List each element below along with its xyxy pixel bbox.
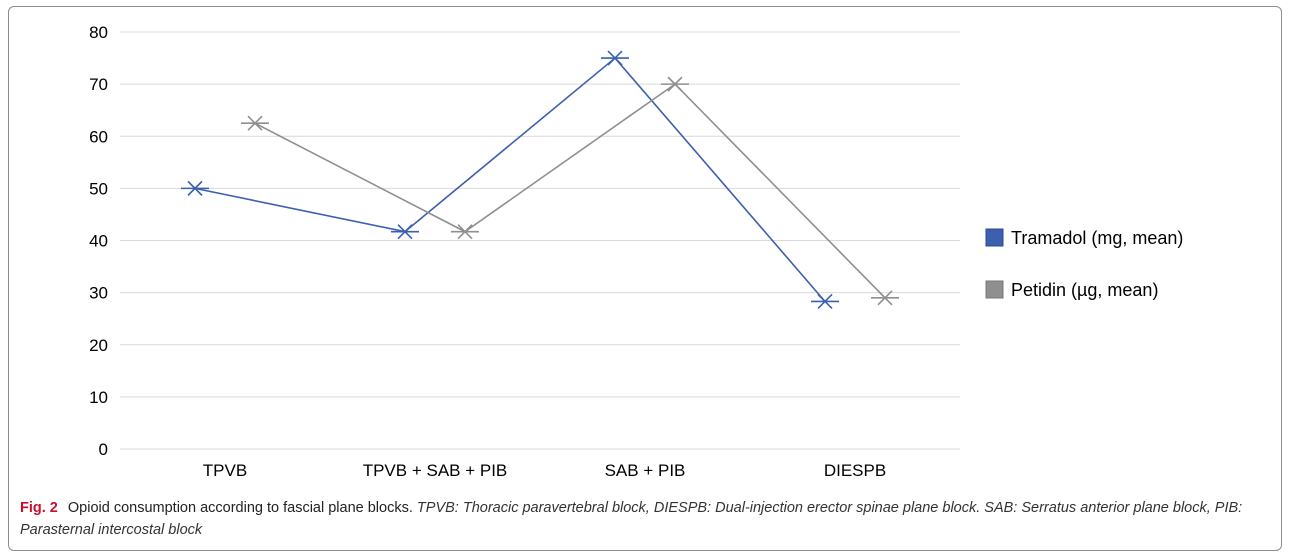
figure-caption: Fig. 2 Opioid consumption according to f… xyxy=(20,497,1270,541)
y-tick-label: 70 xyxy=(89,75,108,94)
data-point xyxy=(871,290,899,306)
x-axis-ticks: TPVB TPVB + SAB + PIB SAB + PIB DIESPB xyxy=(203,461,886,480)
data-point xyxy=(241,115,269,131)
data-point xyxy=(811,293,839,310)
legend-swatch xyxy=(985,280,1004,299)
y-tick-label: 80 xyxy=(89,23,108,42)
figure-frame xyxy=(8,6,1282,551)
y-tick-label: 40 xyxy=(89,232,108,251)
y-tick-label: 10 xyxy=(89,388,108,407)
legend-label: Tramadol (mg, mean) xyxy=(1011,228,1183,248)
figure-number: Fig. 2 xyxy=(20,500,58,516)
series-lines xyxy=(181,50,899,310)
caption-abbreviations: TPVB: Thoracic paravertebral block, DIES… xyxy=(20,500,1243,538)
legend: Tramadol (mg, mean) Petidin (µg, mean) xyxy=(985,228,1183,300)
series-line-1 xyxy=(254,83,886,299)
line-chart: 0 10 20 30 40 50 60 70 80 TPVB TPVB + SAB + PIB SA… xyxy=(89,23,1183,480)
y-axis-ticks: 0 10 20 30 40 50 60 70 80 xyxy=(89,23,108,459)
data-point xyxy=(661,76,689,92)
y-tick-label: 30 xyxy=(89,284,108,303)
x-tick-label: TPVB xyxy=(203,461,247,480)
x-tick-label: TPVB + SAB + PIB xyxy=(363,461,508,480)
data-point xyxy=(391,224,419,240)
legend-label: Petidin (µg, mean) xyxy=(1011,280,1158,300)
y-tick-label: 50 xyxy=(89,179,108,198)
data-point xyxy=(451,224,479,240)
x-tick-label: SAB + PIB xyxy=(605,461,686,480)
y-tick-label: 60 xyxy=(89,127,108,146)
x-tick-label: DIESPB xyxy=(824,461,886,480)
gridlines xyxy=(120,31,960,450)
series-line-0 xyxy=(194,56,826,303)
y-tick-label: 20 xyxy=(89,336,108,355)
legend-swatch xyxy=(985,228,1004,247)
y-tick-label: 0 xyxy=(99,440,108,459)
data-point xyxy=(601,50,629,66)
caption-description: Opioid consumption according to fascial … xyxy=(67,500,413,516)
data-point xyxy=(181,180,209,196)
